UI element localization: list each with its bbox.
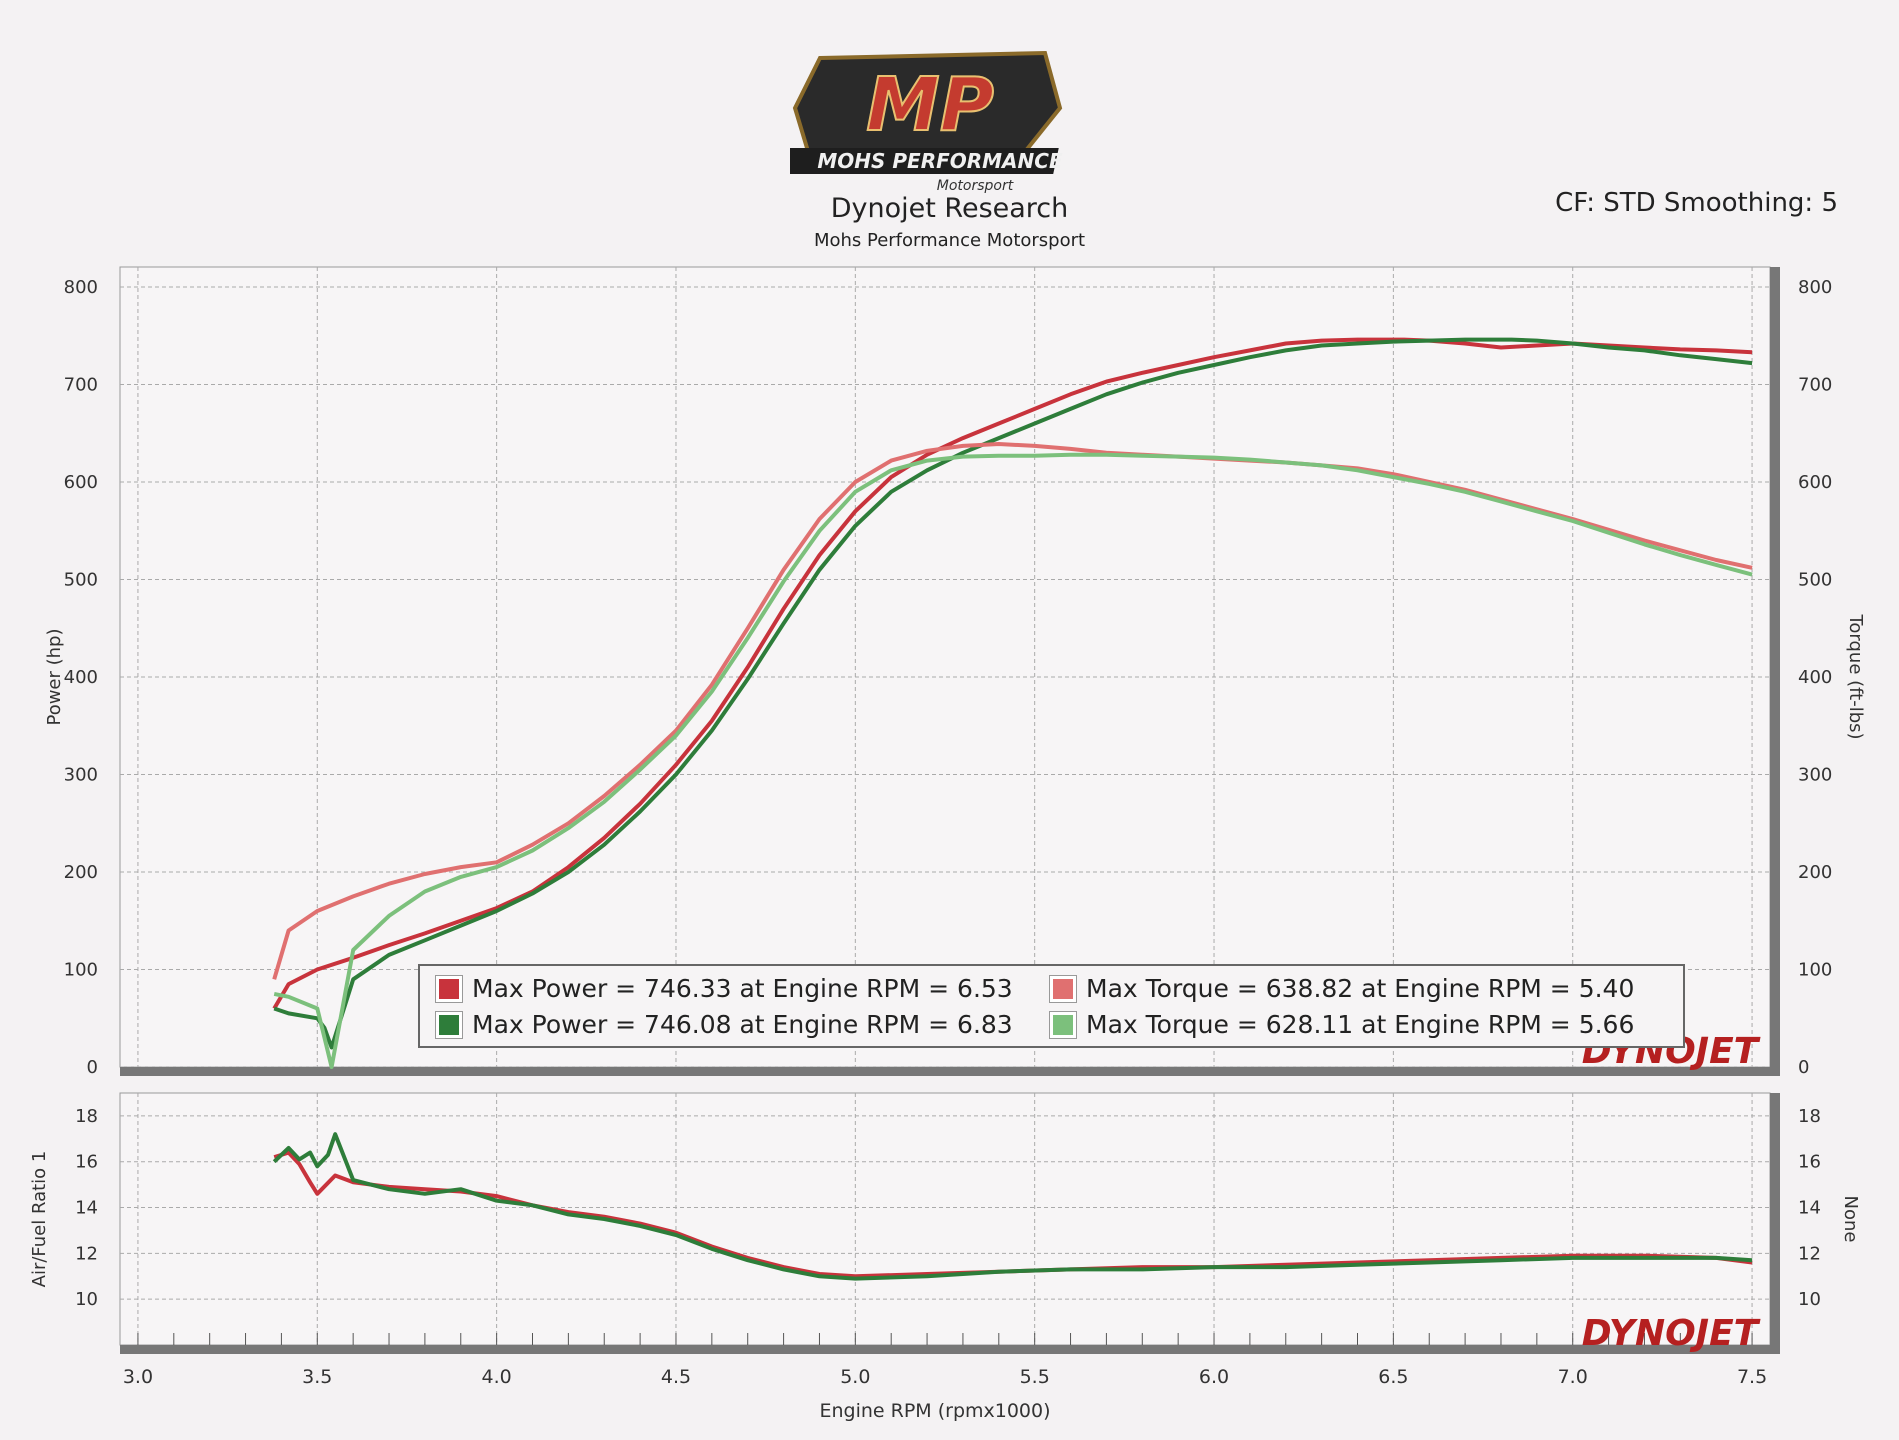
legend-item-torque-red: Max Torque = 638.82 at Engine RPM = 5.40 <box>1049 974 1635 1003</box>
legend-swatch <box>435 974 463 1003</box>
torque-tick-label: 100 <box>1798 960 1832 981</box>
afr-right-tick-label: 18 <box>1798 1106 1821 1127</box>
power-x-axis-bar <box>120 1067 1780 1076</box>
legend-swatch <box>435 1010 463 1039</box>
afr-grid <box>119 1092 1780 1354</box>
x-tick-label: 6.0 <box>1199 1366 1229 1388</box>
torque-tick-label: 500 <box>1798 570 1832 591</box>
afr-line-1 <box>272 1132 1753 1281</box>
afr-right-axis-bar <box>1770 1093 1780 1353</box>
power-torque-series <box>272 337 1753 1069</box>
x-tick-label: 6.5 <box>1378 1366 1408 1388</box>
power-axis-title: Power (hp) <box>44 628 65 725</box>
power-tick-label: 600 <box>64 472 98 493</box>
afr-right-axis-title: None <box>1840 1196 1861 1243</box>
afr-tick-label: 16 <box>75 1152 98 1173</box>
afr-right-tick-label: 12 <box>1798 1243 1821 1264</box>
legend-label: Max Torque = 638.82 at Engine RPM = 5.40 <box>1086 974 1635 1003</box>
afr-tick-label: 10 <box>75 1289 98 1310</box>
power-tick-label: 100 <box>64 960 98 981</box>
correction-factor-label: CF: STD Smoothing: 5 <box>1555 188 1838 218</box>
afr-right-tick-label: 14 <box>1798 1198 1821 1219</box>
power-tick-label: 300 <box>64 765 98 786</box>
afr-axis-title: Air/Fuel Ratio 1 <box>29 1151 50 1288</box>
afr-tick-label: 14 <box>75 1198 98 1219</box>
torque-tick-label: 0 <box>1798 1057 1809 1078</box>
logo-monogram: MP <box>866 62 994 148</box>
legend-item-torque-green: Max Torque = 628.11 at Engine RPM = 5.66 <box>1049 1010 1635 1039</box>
torque-axis-title: Torque (ft-lbs) <box>1845 613 1866 739</box>
power-tick-label: 400 <box>64 667 98 688</box>
torque-tick-label: 200 <box>1798 862 1832 883</box>
x-tick-label: 4.5 <box>661 1366 691 1388</box>
rpm-axis-title: Engine RPM (rpmx1000) <box>819 1400 1050 1422</box>
series-line-3 <box>273 452 1753 1069</box>
x-tick-label: 5.0 <box>840 1366 870 1388</box>
legend-label: Max Power = 746.33 at Engine RPM = 6.53 <box>472 974 1013 1003</box>
series-line-1 <box>273 337 1753 1050</box>
power-tick-label: 200 <box>64 862 98 883</box>
legend-label: Max Torque = 628.11 at Engine RPM = 5.66 <box>1086 1010 1635 1039</box>
x-tick-label: 3.5 <box>302 1366 332 1388</box>
afr-right-tick-label: 10 <box>1798 1289 1821 1310</box>
afr-plot-frame <box>119 1092 1771 1346</box>
x-tick-label: 3.0 <box>123 1366 153 1388</box>
dynojet-watermark-bottom: DYNOJET <box>1582 1313 1761 1354</box>
power-torque-grid <box>119 266 1780 1076</box>
page-title: Dynojet Research <box>830 193 1069 224</box>
logo-wordmark: MOHS PERFORMANCE <box>817 149 1063 173</box>
power-tick-label: 800 <box>64 277 98 298</box>
torque-tick-label: 800 <box>1798 277 1832 298</box>
torque-tick-label: 600 <box>1798 472 1832 493</box>
power-plot-frame <box>119 266 1771 1068</box>
legend-swatch <box>1049 974 1077 1003</box>
torque-tick-label: 300 <box>1798 765 1832 786</box>
afr-x-axis-bar <box>120 1345 1780 1354</box>
page-subtitle: Mohs Performance Motorsport <box>813 230 1086 251</box>
afr-tick-label: 12 <box>75 1243 98 1264</box>
mohs-performance-logo: MP MOHS PERFORMANCE Motorsport <box>790 50 1063 194</box>
series-line-0 <box>272 337 1753 1010</box>
chart-legend: Max Power = 746.33 at Engine RPM = 6.53 … <box>418 964 1685 1048</box>
legend-item-power-red: Max Power = 746.33 at Engine RPM = 6.53 <box>435 974 1013 1003</box>
torque-tick-label: 700 <box>1798 375 1832 396</box>
legend-label: Max Power = 746.08 at Engine RPM = 6.83 <box>472 1010 1013 1039</box>
torque-axis-bar <box>1770 267 1780 1075</box>
legend-swatch <box>1049 1010 1077 1039</box>
power-tick-label: 0 <box>87 1057 98 1078</box>
x-tick-label: 7.0 <box>1558 1366 1588 1388</box>
power-tick-label: 500 <box>64 570 98 591</box>
axis-labels: 3.0 3.5 4.0 4.5 5.0 5.5 6.0 6.5 7.0 7.50100200300… <box>29 277 1866 1422</box>
x-tick-label: 5.5 <box>1020 1366 1050 1388</box>
legend-item-power-green: Max Power = 746.08 at Engine RPM = 6.83 <box>435 1010 1013 1039</box>
power-tick-label: 700 <box>64 375 98 396</box>
x-tick-label: 7.5 <box>1737 1366 1767 1388</box>
torque-tick-label: 400 <box>1798 667 1832 688</box>
logo-script: Motorsport <box>937 178 1014 194</box>
afr-series <box>272 1132 1753 1281</box>
afr-line-0 <box>273 1150 1753 1279</box>
afr-tick-label: 18 <box>75 1106 98 1127</box>
x-tick-label: 4.0 <box>482 1366 512 1388</box>
afr-right-tick-label: 16 <box>1798 1152 1821 1173</box>
